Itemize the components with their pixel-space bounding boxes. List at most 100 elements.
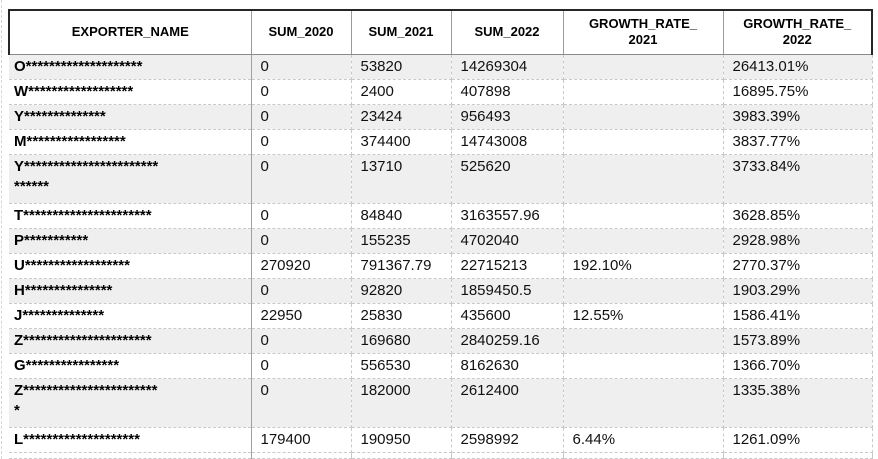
exporter-name-text: G**************** (14, 356, 120, 374)
column-header-gr_2022[interactable]: GROWTH_RATE_ 2022 (723, 9, 873, 55)
column-header-exporter[interactable]: EXPORTER_NAME (8, 9, 252, 55)
cell-sum_2020[interactable]: 0 (251, 79, 352, 105)
cell-sum_2020[interactable]: 0 (251, 328, 352, 354)
cell-gr_2021[interactable] (563, 104, 724, 130)
cell-sum_2021[interactable]: 23424 (351, 104, 452, 130)
cell-sum_2020[interactable]: 0 (251, 203, 352, 229)
cell-sum_2022[interactable]: 2840259.16 (451, 328, 564, 354)
cell-sum_2022[interactable]: 2598992 (451, 427, 564, 453)
cell-exporter[interactable]: T********************** (9, 203, 252, 229)
cell-sum_2021[interactable]: 92820 (351, 278, 452, 304)
cell-sum_2021[interactable]: 84840 (351, 203, 452, 229)
cell-sum_2022[interactable]: 8162630 (451, 353, 564, 379)
cell-gr_2022[interactable]: 3628.85% (723, 203, 873, 229)
cell-sum_2020[interactable]: 0 (251, 278, 352, 304)
cell-gr_2022[interactable]: 26413.01% (723, 54, 873, 80)
cell-sum_2020[interactable]: 0 (251, 228, 352, 254)
cell-exporter[interactable]: Z*********************** * (9, 378, 252, 428)
column-header-sum_2020[interactable]: SUM_2020 (251, 9, 352, 55)
cell-sum_2021[interactable]: 791367.79 (351, 253, 452, 279)
cell-exporter[interactable]: M***************** (9, 129, 252, 155)
cell-sum_2021[interactable]: 53820 (351, 54, 452, 80)
cell-gr_2021[interactable] (563, 353, 724, 379)
table-row: Y*********************** ****** 0 13710 5256… (9, 154, 873, 204)
column-header-label: GROWTH_RATE_ (743, 16, 852, 32)
cell-sum_2020[interactable]: 179400 (251, 427, 352, 453)
cell-sum_2021[interactable]: 13710 (351, 154, 452, 204)
cell-gr_2022[interactable]: 3983.39% (723, 104, 873, 130)
cell-sum_2022[interactable]: 525620 (451, 154, 564, 204)
cell-gr_2021[interactable] (563, 278, 724, 304)
cell-sum_2020[interactable]: 0 (251, 129, 352, 155)
cell-exporter[interactable]: Z********************** (9, 328, 252, 354)
table-header: EXPORTER_NAME SUM_2020 SUM_2021 SUM_2022 GRO… (8, 9, 873, 55)
cell-sum_2021[interactable]: 556530 (351, 353, 452, 379)
cell-exporter[interactable]: G**************** (9, 353, 252, 379)
cell-gr_2022[interactable]: 3733.84% (723, 154, 873, 204)
cell-gr_2022[interactable]: 3837.77% (723, 129, 873, 155)
cell-gr_2021[interactable] (563, 203, 724, 229)
cell-gr_2021[interactable] (563, 378, 724, 428)
cell-sum_2020[interactable]: 0 (251, 378, 352, 428)
table-row: U****************** 270920 791367.79 227152… (9, 253, 873, 279)
cell-exporter[interactable]: Y*********************** ****** (9, 154, 252, 204)
cell-sum_2020[interactable]: 22950 (251, 303, 352, 329)
cell-gr_2022[interactable]: 1586.41% (723, 303, 873, 329)
cell-gr_2022[interactable]: 1335.38% (723, 378, 873, 428)
cell-exporter[interactable]: Y************** (9, 104, 252, 130)
cell-empty (451, 452, 564, 459)
cell-gr_2022[interactable]: 2770.37% (723, 253, 873, 279)
cell-sum_2021[interactable]: 190950 (351, 427, 452, 453)
cell-sum_2022[interactable]: 14269304 (451, 54, 564, 80)
cell-gr_2021[interactable]: 12.55% (563, 303, 724, 329)
cell-sum_2022[interactable]: 22715213 (451, 253, 564, 279)
table-row: W****************** 0 2400 407898 16895.75% (9, 79, 873, 105)
cell-sum_2022[interactable]: 3163557.96 (451, 203, 564, 229)
cell-sum_2021[interactable]: 25830 (351, 303, 452, 329)
cell-sum_2021[interactable]: 2400 (351, 79, 452, 105)
cell-gr_2021[interactable] (563, 79, 724, 105)
cell-exporter[interactable]: L******************** (9, 427, 252, 453)
cell-gr_2022[interactable]: 1903.29% (723, 278, 873, 304)
column-header-gr_2021[interactable]: GROWTH_RATE_ 2021 (563, 9, 724, 55)
cell-sum_2020[interactable]: 0 (251, 154, 352, 204)
cell-sum_2021[interactable]: 374400 (351, 129, 452, 155)
cell-sum_2022[interactable]: 4702040 (451, 228, 564, 254)
cell-sum_2022[interactable]: 2612400 (451, 378, 564, 428)
cell-sum_2020[interactable]: 270920 (251, 253, 352, 279)
cell-sum_2020[interactable]: 0 (251, 104, 352, 130)
cell-sum_2021[interactable]: 169680 (351, 328, 452, 354)
cell-gr_2022[interactable]: 16895.75% (723, 79, 873, 105)
cell-gr_2021[interactable]: 192.10% (563, 253, 724, 279)
cell-gr_2021[interactable] (563, 129, 724, 155)
cell-exporter[interactable]: J************** (9, 303, 252, 329)
cell-exporter[interactable]: P*********** (9, 228, 252, 254)
cell-gr_2021[interactable] (563, 328, 724, 354)
cell-gr_2021[interactable] (563, 154, 724, 204)
cell-exporter[interactable]: U****************** (9, 253, 252, 279)
table-row: M***************** 0 374400 14743008 3837.77… (9, 129, 873, 155)
cell-gr_2022[interactable]: 1366.70% (723, 353, 873, 379)
exporter-growth-table: EXPORTER_NAME SUM_2020 SUM_2021 SUM_2022 GRO… (8, 9, 873, 459)
cell-gr_2021[interactable]: 6.44% (563, 427, 724, 453)
cell-sum_2021[interactable]: 155235 (351, 228, 452, 254)
cell-sum_2022[interactable]: 407898 (451, 79, 564, 105)
cell-gr_2021[interactable] (563, 54, 724, 80)
cell-sum_2022[interactable]: 14743008 (451, 129, 564, 155)
cell-gr_2021[interactable] (563, 228, 724, 254)
cell-gr_2022[interactable]: 1573.89% (723, 328, 873, 354)
cell-sum_2020[interactable]: 0 (251, 353, 352, 379)
cell-exporter[interactable]: H*************** (9, 278, 252, 304)
cell-exporter[interactable]: O******************** (9, 54, 252, 80)
column-header-sum_2021[interactable]: SUM_2021 (351, 9, 452, 55)
column-header-sum_2022[interactable]: SUM_2022 (451, 9, 564, 55)
cell-empty (351, 452, 452, 459)
cell-sum_2020[interactable]: 0 (251, 54, 352, 80)
cell-sum_2022[interactable]: 956493 (451, 104, 564, 130)
cell-sum_2022[interactable]: 1859450.5 (451, 278, 564, 304)
cell-gr_2022[interactable]: 2928.98% (723, 228, 873, 254)
cell-sum_2021[interactable]: 182000 (351, 378, 452, 428)
cell-sum_2022[interactable]: 435600 (451, 303, 564, 329)
cell-exporter[interactable]: W****************** (9, 79, 252, 105)
cell-gr_2022[interactable]: 1261.09% (723, 427, 873, 453)
